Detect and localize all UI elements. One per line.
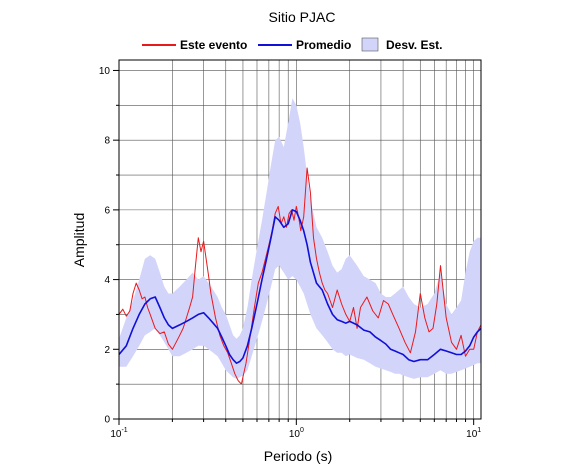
legend: Este evento Promedio Desv. Est. [142,37,442,52]
y-tick-label: 10 [99,66,111,77]
y-axis-label: Amplitud [71,213,87,267]
axis-ticks: 10-1 100 101 0 2 4 6 8 10 [99,66,481,440]
x-axis-label: Periodo (s) [264,448,332,464]
legend-label-este-evento: Este evento [180,38,247,52]
y-tick-label: 2 [104,345,110,356]
chart-title: Sitio PJAC [269,9,336,25]
y-tick-label: 6 [104,205,110,216]
y-tick-label: 4 [104,275,110,286]
x-tick-label: 10-1 [110,427,127,440]
legend-label-desv-est: Desv. Est. [386,38,442,52]
y-tick-label: 0 [104,415,110,426]
x-tick-label: 101 [466,427,481,440]
series-line-promedio [119,209,481,364]
legend-label-promedio: Promedio [296,38,351,52]
series-line-este-evento [119,167,481,385]
y-tick-label: 8 [104,136,110,147]
plot-frame [118,59,482,420]
x-tick-label: 100 [289,427,304,440]
series-line-layer [119,167,481,385]
legend-swatch-desv-est [361,37,379,52]
